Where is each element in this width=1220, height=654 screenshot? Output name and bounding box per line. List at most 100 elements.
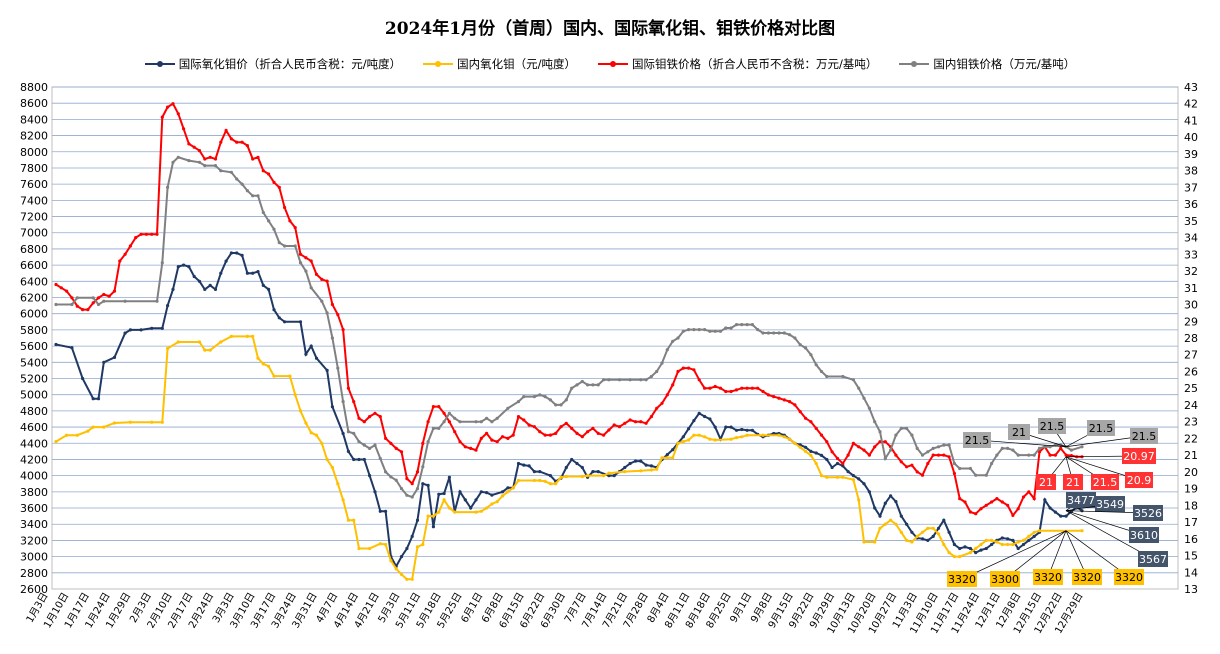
series-point-0 [729,425,733,429]
callout-leader [976,439,1067,448]
series-point-0 [516,461,521,466]
series-point-3 [586,383,590,387]
left-axis-tick-label: 3600 [20,502,48,515]
series-point-2 [708,386,712,390]
series-point-2 [899,460,903,464]
series-point-3 [665,348,669,352]
data-callout-box [1038,418,1066,434]
series-point-0 [256,270,260,274]
series-point-2 [580,435,584,439]
series-point-1 [564,474,568,479]
left-axis-tick-label: 7600 [20,178,48,191]
series-point-1 [256,356,260,360]
series-point-2 [798,410,802,414]
right-axis-tick-label: 39 [1184,148,1198,161]
series-point-1 [304,421,308,425]
series-point-2 [1027,490,1031,494]
right-axis-tick-label: 28 [1184,332,1198,345]
series-point-3 [649,374,654,379]
series-point-3 [857,386,861,390]
series-line-0 [55,252,1083,569]
left-axis-tick-label: 8400 [20,113,48,126]
series-point-2 [182,127,186,131]
series-point-3 [910,433,914,437]
series-point-3 [734,323,739,327]
series-point-3 [421,465,425,469]
series-point-2 [676,369,680,374]
series-point-1 [490,502,494,506]
data-callout-box [1008,424,1030,440]
series-point-3 [596,383,600,387]
series-point-3 [91,296,95,300]
right-axis-tick-label: 26 [1184,365,1198,378]
series-point-3 [155,299,159,303]
series-point-2 [70,296,74,300]
series-point-2 [703,386,707,390]
data-callout-label: 3320 [1034,571,1062,584]
series-point-3 [213,164,218,168]
series-point-1 [320,441,324,445]
series-point-2 [118,259,122,263]
legend-item-dom-femo: 国内钼铁价格（万元/基吨） [899,56,1075,72]
series-point-1 [990,538,994,543]
series-point-0 [150,326,154,330]
series-point-0 [862,482,866,486]
series-point-2 [777,396,781,400]
series-point-0 [309,344,313,348]
series-point-3 [777,331,781,335]
series-point-1 [229,334,233,338]
series-point-0 [277,316,281,320]
series-point-0 [1032,534,1036,539]
series-point-3 [873,420,877,424]
series-point-1 [203,348,207,352]
series-point-3 [495,416,499,420]
series-point-2 [660,401,664,405]
series-point-3 [442,420,446,424]
callout-leader [1065,510,1154,560]
series-point-1 [942,542,946,547]
series-point-3 [458,420,462,424]
right-axis-tick-label: 36 [1184,198,1198,211]
series-point-2 [644,421,648,425]
series-point-1 [309,431,313,435]
series-point-3 [905,426,909,430]
series-point-1 [102,425,106,429]
series-point-3 [687,328,691,332]
series-point-3 [245,189,249,193]
series-point-2 [203,157,207,161]
left-axis-tick-label: 7800 [20,162,48,175]
series-point-0 [304,352,308,356]
series-point-1 [841,475,845,479]
series-point-1 [676,441,680,445]
series-point-0 [963,545,967,549]
series-point-3 [1000,446,1004,450]
series-point-0 [894,500,898,504]
series-point-2 [166,105,170,109]
series-point-2 [54,282,58,287]
series-point-2 [495,440,499,444]
series-point-3 [756,328,760,332]
series-point-1 [819,474,824,478]
series-point-0 [405,546,409,551]
left-axis-tick-label: 2800 [20,567,48,580]
series-point-0 [112,355,117,359]
legend-swatch-dom-femo [899,59,930,69]
series-point-2 [724,389,728,394]
series-point-0 [628,461,632,466]
series-point-0 [490,493,494,497]
series-point-2 [692,368,696,372]
series-point-1 [112,421,117,425]
series-point-0 [474,498,478,502]
series-point-3 [336,366,340,370]
series-point-3 [251,194,255,198]
series-point-0 [54,342,58,347]
series-point-0 [421,482,425,486]
series-point-2 [485,431,489,435]
series-point-3 [920,453,925,457]
series-point-2 [59,286,63,290]
series-point-2 [756,386,760,390]
series-point-2 [729,389,733,394]
series-point-2 [235,140,239,144]
series-point-2 [958,497,962,501]
